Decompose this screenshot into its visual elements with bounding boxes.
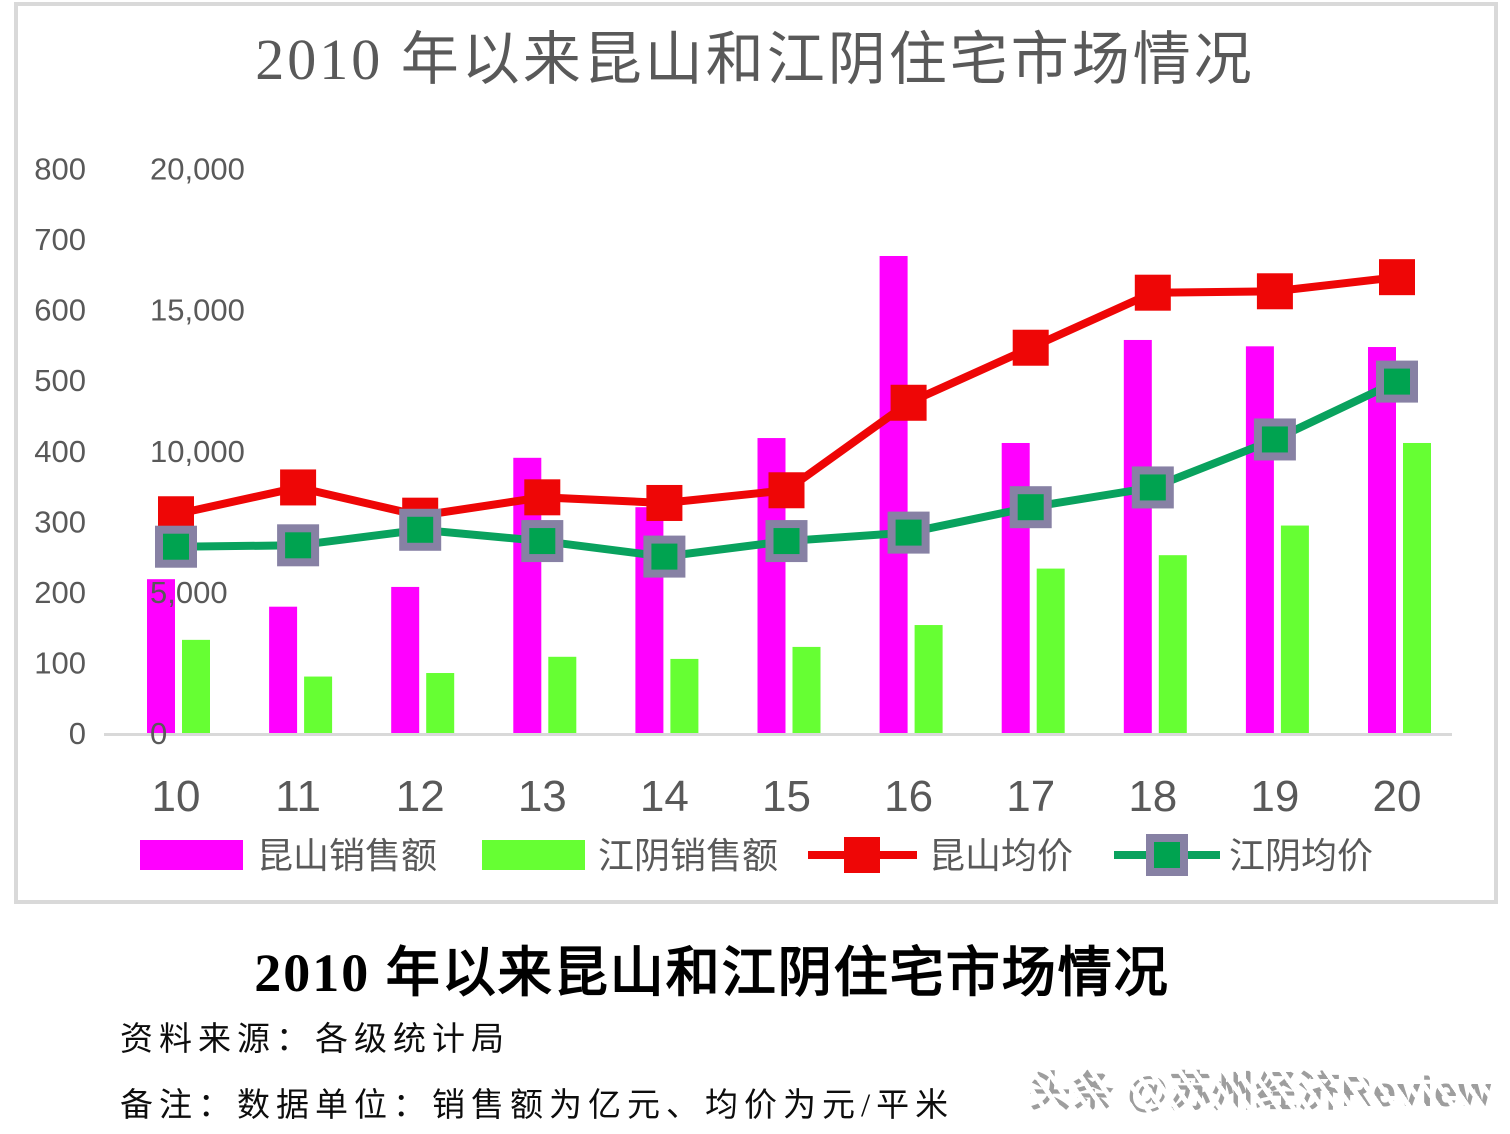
x-axis-label-19: 19: [1250, 772, 1299, 821]
legend-label-kunshan-price: 昆山均价: [929, 835, 1073, 876]
legend-label-jiangyin-sales: 江阴销售额: [598, 835, 778, 876]
marker-jiangyin-price-17: [1009, 486, 1052, 529]
bar-jiangyin-sales-14: [670, 658, 699, 733]
x-axis-label-12: 12: [396, 772, 445, 821]
right-axis-tick-0: 0: [150, 716, 167, 751]
right-axis-tick-5000: 5,000: [150, 575, 228, 610]
marker-kunshan-price-11: [280, 469, 317, 506]
x-axis-label-16: 16: [884, 772, 933, 821]
right-axis-tick-20000: 20,000: [150, 152, 245, 187]
bar-jiangyin-sales-16: [914, 625, 943, 733]
legend-marker-kunshan-price: [844, 837, 880, 873]
legend-label-kunshan-sales: 昆山销售额: [257, 835, 437, 876]
x-axis-label-11: 11: [275, 772, 321, 821]
right-axis-tick-15000: 15,000: [150, 293, 245, 328]
marker-kunshan-price-13: [524, 479, 561, 516]
bar-jiangyin-sales-12: [426, 673, 455, 733]
left-axis-tick-400: 400: [34, 434, 86, 469]
bar-kunshan-sales-12: [391, 586, 420, 733]
marker-kunshan-price-19: [1256, 273, 1293, 310]
bar-jiangyin-sales-19: [1280, 525, 1309, 733]
bar-kunshan-sales-10: [147, 579, 175, 733]
legend-swatch-kunshan-sales: [140, 840, 243, 870]
marker-jiangyin-price-10: [155, 525, 197, 568]
bar-jiangyin-sales-11: [304, 676, 333, 733]
marker-jiangyin-price-15: [765, 520, 808, 563]
marker-jiangyin-price-11: [277, 524, 320, 567]
bar-jiangyin-sales-18: [1158, 555, 1187, 733]
left-axis-tick-0: 0: [69, 716, 86, 751]
note-line: 备注：数据单位：销售额为亿元、均价为元/平米: [120, 1088, 955, 1124]
bar-jiangyin-sales-13: [548, 656, 577, 733]
x-axis-label-14: 14: [640, 772, 689, 821]
bar-kunshan-sales-19: [1245, 346, 1274, 733]
left-axis-tick-600: 600: [34, 293, 86, 328]
legend-marker-jiangyin-price: [1146, 834, 1188, 876]
marker-jiangyin-price-16: [887, 511, 930, 554]
x-axis-label-13: 13: [518, 772, 567, 821]
marker-jiangyin-price-19: [1253, 418, 1296, 461]
footer-heading: 2010 年以来昆山和江阴住宅市场情况: [254, 943, 1170, 1003]
x-axis-label-10: 10: [152, 772, 201, 821]
bar-kunshan-sales-11: [269, 606, 298, 733]
left-axis-tick-200: 200: [34, 575, 86, 610]
watermark: 头条 @苏州经济Review: [1026, 1056, 1495, 1121]
legend-swatch-jiangyin-sales: [482, 840, 585, 870]
left-axis-tick-300: 300: [34, 504, 86, 539]
marker-jiangyin-price-14: [643, 535, 686, 578]
x-axis-label-18: 18: [1128, 772, 1177, 821]
bar-jiangyin-sales-20: [1403, 442, 1431, 733]
source-line: 资料来源：各级统计局: [120, 1022, 510, 1058]
marker-kunshan-price-17: [1012, 329, 1049, 366]
legend-label-jiangyin-price: 江阴均价: [1229, 835, 1373, 876]
marker-kunshan-price-14: [646, 484, 683, 521]
marker-kunshan-price-16: [890, 384, 927, 421]
bar-kunshan-sales-18: [1123, 339, 1152, 733]
marker-jiangyin-price-20: [1376, 360, 1418, 403]
marker-kunshan-price-20: [1379, 259, 1415, 296]
left-axis-tick-500: 500: [34, 363, 86, 398]
bar-jiangyin-sales-10: [182, 639, 210, 733]
x-axis-label-15: 15: [762, 772, 811, 821]
marker-jiangyin-price-18: [1131, 466, 1174, 509]
right-axis-tick-10000: 10,000: [150, 434, 245, 469]
x-axis-label-20: 20: [1373, 772, 1422, 821]
chart-plot: 0 100 200 300 400 500 600 700 800 0 5,000 10,000 15,…: [14, 2, 1498, 904]
marker-kunshan-price-15: [768, 472, 805, 509]
bar-kunshan-sales-16: [879, 255, 908, 733]
chart-frame-border: [14, 2, 1498, 904]
x-axis-label-17: 17: [1006, 772, 1055, 821]
marker-kunshan-price-18: [1134, 274, 1171, 311]
bar-jiangyin-sales-17: [1036, 568, 1065, 733]
left-axis-tick-100: 100: [34, 645, 86, 680]
left-axis-tick-700: 700: [34, 222, 86, 257]
chart-title: 2010 年以来昆山和江阴住宅市场情况: [255, 27, 1255, 92]
bar-jiangyin-sales-15: [792, 646, 821, 733]
left-axis-tick-800: 800: [34, 152, 86, 187]
marker-jiangyin-price-13: [521, 520, 564, 563]
bar-kunshan-sales-20: [1368, 347, 1396, 733]
marker-jiangyin-price-12: [399, 508, 442, 551]
